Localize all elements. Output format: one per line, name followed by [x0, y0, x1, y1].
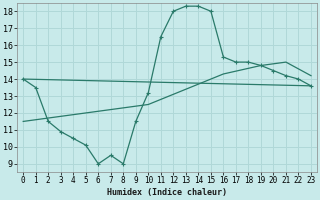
X-axis label: Humidex (Indice chaleur): Humidex (Indice chaleur) — [107, 188, 227, 197]
